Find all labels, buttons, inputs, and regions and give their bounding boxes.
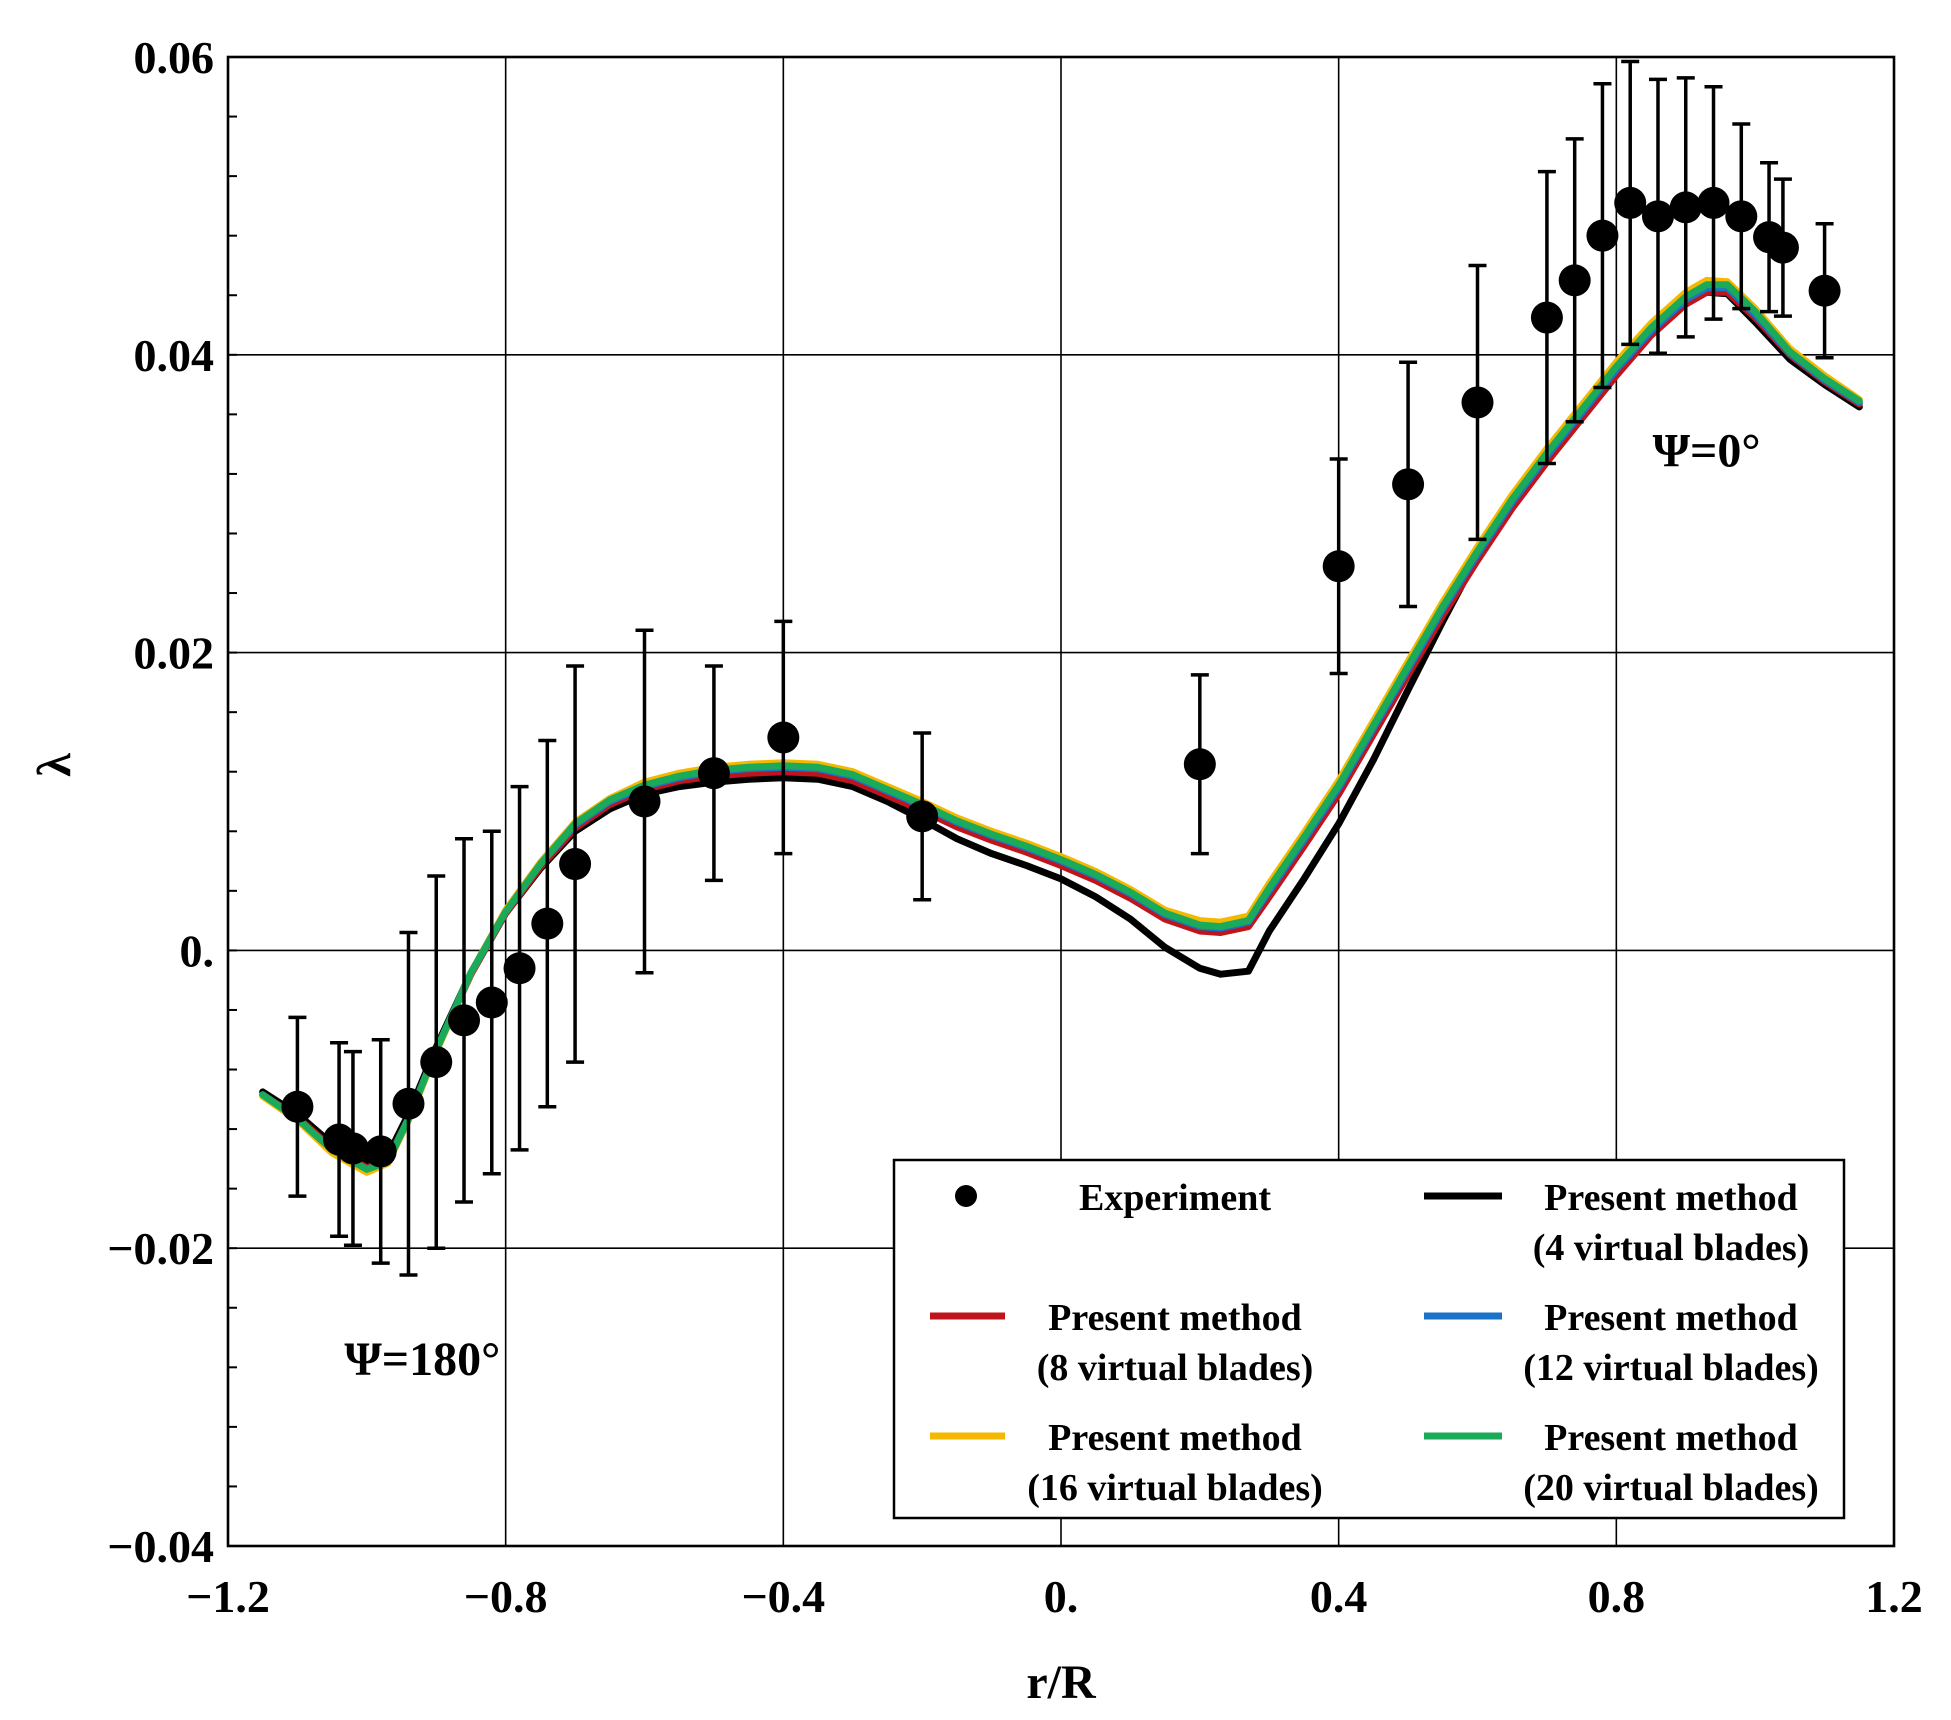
legend-label-16-blades-line1: Present method <box>1048 1417 1302 1459</box>
experiment-point <box>697 757 730 790</box>
experiment-point <box>448 1004 481 1037</box>
legend-label-12-blades-line2: (12 virtual blades) <box>1523 1347 1819 1389</box>
legend-label-20-blades-line1: Present method <box>1544 1417 1798 1459</box>
legend-marker-experiment <box>955 1185 977 1207</box>
y-tick-labels: −0.04 −0.02 0. 0.02 0.04 0.06 <box>107 32 214 1572</box>
x-tick-labels: −1.2 −0.8 −0.4 0. 0.4 0.8 1.2 <box>186 1571 1923 1622</box>
experiment-point <box>1461 386 1494 419</box>
legend-box <box>892 1158 1846 1520</box>
experiment-point <box>767 721 800 754</box>
y-tick-label: −0.04 <box>107 1521 214 1572</box>
experiment-point <box>281 1090 314 1123</box>
experiment-point <box>1725 200 1758 233</box>
legend-label-20-blades-line2: (20 virtual blades) <box>1523 1467 1819 1509</box>
series-lines <box>259 276 1863 1176</box>
y-tick-label: 0. <box>180 925 215 976</box>
experiment-point <box>1669 191 1702 224</box>
experiment-point <box>503 952 536 985</box>
y-axis-label: λ <box>28 753 81 777</box>
experiment-point <box>1558 264 1591 297</box>
legend-label-4-blades-line2: (4 virtual blades) <box>1533 1227 1810 1269</box>
legend-label-12-blades-line1: Present method <box>1544 1297 1798 1339</box>
experiment-point <box>1392 468 1425 501</box>
experiment-point <box>559 848 592 881</box>
legend-label-4-blades-line1: Present method <box>1544 1177 1798 1219</box>
y-tick-label: 0.02 <box>134 628 215 679</box>
experiment-point <box>1614 186 1647 219</box>
experiment-point <box>531 907 564 940</box>
legend-label-8-blades-line1: Present method <box>1048 1297 1302 1339</box>
experiment-point <box>628 785 661 818</box>
series-line-4 <box>259 281 1863 1173</box>
experiment-point <box>1183 748 1216 781</box>
legend: Experiment Present method (4 virtual bla… <box>892 1158 1846 1520</box>
y-tick-label: 0.04 <box>134 330 215 381</box>
y-tick-label: −0.02 <box>107 1223 214 1274</box>
y-tick-label: 0.06 <box>134 32 215 83</box>
experiment-point <box>336 1132 369 1165</box>
experiment-point <box>906 800 939 833</box>
experiment-point <box>1808 274 1841 307</box>
x-axis-label: r/R <box>1026 1656 1097 1709</box>
experiment-point <box>1586 219 1619 252</box>
x-tick-label: 1.2 <box>1865 1571 1923 1622</box>
experiment-point <box>392 1087 425 1120</box>
x-tick-label: 0.4 <box>1310 1571 1368 1622</box>
experiment-points <box>281 186 1841 1168</box>
legend-label-16-blades-line2: (16 virtual blades) <box>1027 1467 1323 1509</box>
legend-label-experiment: Experiment <box>1079 1177 1271 1219</box>
x-tick-label: −1.2 <box>186 1571 270 1622</box>
x-tick-label: −0.4 <box>741 1571 825 1622</box>
x-tick-label: 0.8 <box>1588 1571 1646 1622</box>
annotation-psi-0: Ψ=0° <box>1653 424 1761 477</box>
experiment-point <box>1697 186 1730 219</box>
experiment-point <box>475 986 508 1019</box>
experiment-point <box>1530 301 1563 334</box>
experiment-point <box>1641 200 1674 233</box>
experiment-point <box>1322 550 1355 583</box>
plot-frame <box>226 55 1896 1548</box>
legend-label-8-blades-line2: (8 virtual blades) <box>1037 1347 1314 1389</box>
x-tick-label: 0. <box>1044 1571 1079 1622</box>
x-tick-label: −0.8 <box>464 1571 548 1622</box>
annotation-psi-180: Ψ=180° <box>344 1333 500 1386</box>
experiment-point <box>1766 231 1799 264</box>
experiment-point <box>364 1135 397 1168</box>
experiment-point <box>420 1046 453 1079</box>
